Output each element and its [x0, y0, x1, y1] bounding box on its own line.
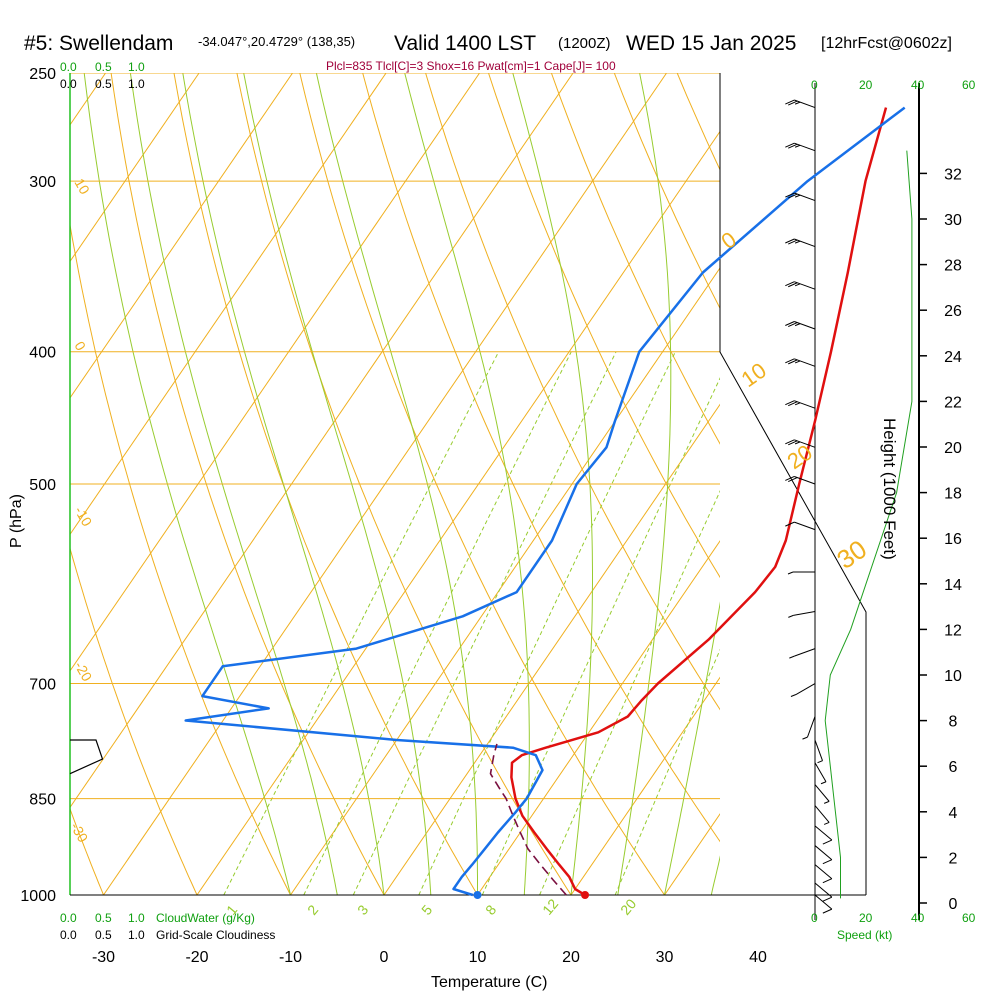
- speed-label: Speed (kt): [837, 928, 892, 942]
- pressure-tick-label: 700: [29, 677, 56, 694]
- cloud-scale-bottom-black-0: 0.0: [60, 928, 77, 942]
- cloud-scale-top-black-2: 1.0: [128, 77, 145, 91]
- height-tick-label: 32: [944, 166, 962, 183]
- speed-scale-top-3: 60: [962, 78, 976, 92]
- cloud-scale-top-black-1: 0.5: [95, 77, 112, 91]
- cloudiness-label: Grid-Scale Cloudiness: [156, 928, 275, 942]
- temperature-axis-label: Temperature (C): [431, 974, 547, 991]
- temperature-tick-label: 20: [562, 949, 580, 966]
- speed-scale-bottom-3: 60: [962, 911, 976, 925]
- cloud-scale-top-green-0: 0.0: [60, 60, 77, 74]
- cloud-scale-top-green-2: 1.0: [128, 60, 145, 74]
- height-tick-label: 12: [944, 622, 962, 639]
- height-tick-label: 18: [944, 486, 962, 503]
- cloud-scale-bottom-green-1: 0.5: [95, 911, 112, 925]
- cloud-scale-bottom-green-2: 1.0: [128, 911, 145, 925]
- height-tick-label: 2: [949, 850, 958, 867]
- sounding-params: Plcl=835 Tlcl[C]=3 Shox=16 Pwat[cm]=1 Ca…: [326, 59, 616, 73]
- temperature-tick-label: -10: [279, 949, 302, 966]
- height-tick-label: 14: [944, 577, 962, 594]
- speed-scale-top-1: 20: [859, 78, 873, 92]
- valid-date: WED 15 Jan 2025: [626, 32, 796, 55]
- height-tick-label: 16: [944, 531, 962, 548]
- temperature-tick-label: -20: [185, 949, 208, 966]
- station-title: #5: Swellendam: [24, 32, 173, 55]
- temperature-tick-label: -30: [92, 949, 115, 966]
- height-tick-label: 30: [944, 212, 962, 229]
- height-tick-label: 4: [949, 805, 958, 822]
- pressure-tick-label: 400: [29, 345, 56, 362]
- height-tick-label: 0: [949, 896, 958, 913]
- temperature-tick-label: 40: [749, 949, 767, 966]
- pressure-tick-label: 300: [29, 174, 56, 191]
- speed-scale-bottom-2: 40: [911, 911, 925, 925]
- cloud-scale-bottom-black-1: 0.5: [95, 928, 112, 942]
- surface-dewpoint-marker: [474, 891, 482, 899]
- height-tick-label: 6: [949, 759, 958, 776]
- height-tick-label: 26: [944, 303, 962, 320]
- valid-zulu: (1200Z): [558, 35, 611, 52]
- height-axis-label: Height (1000 Feet): [880, 418, 899, 560]
- pressure-tick-label: 250: [29, 66, 56, 83]
- cloudwater-label: CloudWater (g/Kg): [156, 911, 255, 925]
- forecast-label: [12hrFcst@0602z]: [821, 35, 952, 52]
- pressure-tick-label: 850: [29, 792, 56, 809]
- height-tick-label: 24: [944, 349, 962, 366]
- speed-scale-bottom-1: 20: [859, 911, 873, 925]
- cloud-scale-top-black-0: 0.0: [60, 77, 77, 91]
- height-tick-label: 28: [944, 258, 962, 275]
- temperature-tick-label: 30: [656, 949, 674, 966]
- speed-scale-bottom-0: 0: [811, 911, 818, 925]
- valid-time: Valid 1400 LST: [394, 32, 536, 55]
- height-tick-label: 22: [944, 394, 962, 411]
- height-tick-label: 8: [949, 714, 958, 731]
- height-tick-label: 20: [944, 440, 962, 457]
- height-tick-label: 10: [944, 668, 962, 685]
- pressure-tick-label: 500: [29, 477, 56, 494]
- cloud-scale-bottom-green-0: 0.0: [60, 911, 77, 925]
- speed-scale-top-2: 40: [911, 78, 925, 92]
- temperature-tick-label: 0: [380, 949, 389, 966]
- cloud-scale-bottom-black-2: 1.0: [128, 928, 145, 942]
- pressure-axis-label: P (hPa): [8, 494, 25, 548]
- cloud-scale-top-green-1: 0.5: [95, 60, 112, 74]
- station-coords: -34.047°,20.4729° (138,35): [198, 34, 355, 49]
- surface-temperature-marker: [581, 891, 589, 899]
- speed-scale-top-0: 0: [811, 78, 818, 92]
- pressure-tick-label: 1000: [20, 888, 56, 905]
- temperature-tick-label: 10: [469, 949, 487, 966]
